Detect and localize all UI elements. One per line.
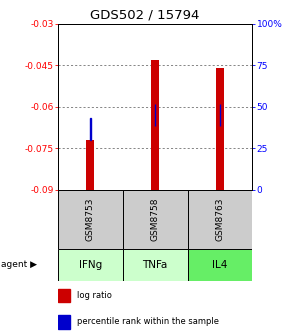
Text: IFNg: IFNg — [79, 260, 102, 269]
Bar — [58, 289, 70, 302]
Text: agent ▶: agent ▶ — [1, 260, 37, 269]
Bar — [188, 190, 252, 249]
Bar — [58, 190, 123, 249]
Bar — [188, 249, 252, 281]
Text: log ratio: log ratio — [77, 291, 112, 300]
Text: TNFa: TNFa — [142, 260, 168, 269]
Bar — [86, 140, 94, 190]
Bar — [123, 249, 188, 281]
Text: IL4: IL4 — [212, 260, 228, 269]
Bar — [151, 59, 159, 190]
Bar — [58, 249, 123, 281]
Text: GDS502 / 15794: GDS502 / 15794 — [90, 8, 200, 22]
Bar — [216, 68, 224, 190]
Bar — [123, 190, 188, 249]
Text: GSM8758: GSM8758 — [151, 198, 160, 241]
Text: GSM8763: GSM8763 — [215, 198, 224, 241]
Bar — [58, 315, 70, 329]
Text: percentile rank within the sample: percentile rank within the sample — [77, 318, 220, 326]
Text: GSM8753: GSM8753 — [86, 198, 95, 241]
Bar — [90, 118, 91, 140]
